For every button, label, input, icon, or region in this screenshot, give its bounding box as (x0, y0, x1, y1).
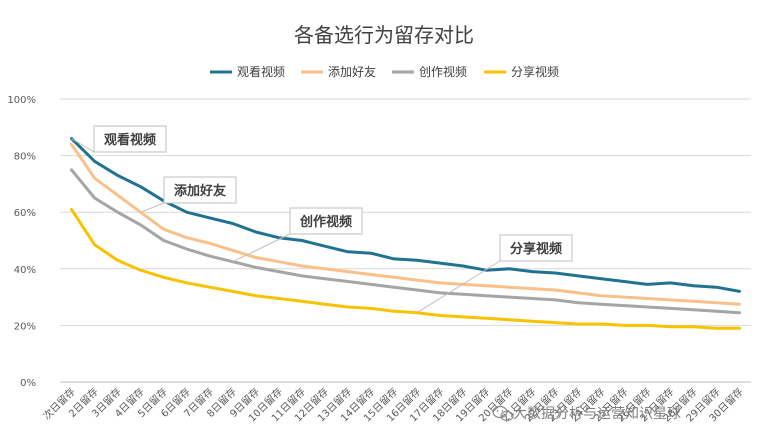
y-tick-label: 100% (7, 95, 36, 106)
y-axis: 0% 20% 40% 60% 80% 100% (7, 95, 36, 389)
legend-label: 分享视频 (511, 64, 559, 79)
legend-label: 添加好友 (328, 65, 376, 79)
callout-label: 分享视频 (510, 241, 562, 257)
callout-box (93, 125, 167, 153)
series-line (70, 168, 741, 315)
callout-label: 添加好友 (174, 183, 226, 199)
y-tick-label: 0% (20, 378, 36, 389)
y-tick-label: 60% (14, 208, 36, 219)
wechat-icon (492, 405, 514, 422)
chart-title: 各备选行为留存对比 (294, 23, 474, 47)
callout-box (499, 234, 573, 262)
callout-label: 观看视频 (104, 132, 156, 148)
callout-leader (71, 138, 95, 153)
y-tick-label: 20% (14, 321, 36, 332)
callout-box (289, 207, 363, 235)
series-line (70, 142, 741, 306)
legend-label: 创作视频 (419, 64, 467, 79)
series-line (70, 207, 741, 330)
series-lines (70, 137, 741, 330)
callout-leader (140, 202, 165, 213)
callout-leader (416, 260, 501, 314)
watermark: 大数据分析与运营知识星球 (492, 405, 681, 422)
callout-label: 创作视频 (299, 214, 352, 230)
y-tick-label: 40% (14, 265, 36, 276)
legend: 观看视频 添加好友 创作视频 分享视频 (210, 64, 559, 79)
callout-box (163, 176, 237, 204)
series-line (70, 137, 741, 293)
watermark-text: 大数据分析与运营知识星球 (513, 405, 681, 422)
y-tick-label: 80% (14, 152, 36, 163)
callout-leader (232, 233, 291, 263)
grid (60, 98, 751, 383)
legend-label: 观看视频 (237, 64, 285, 79)
